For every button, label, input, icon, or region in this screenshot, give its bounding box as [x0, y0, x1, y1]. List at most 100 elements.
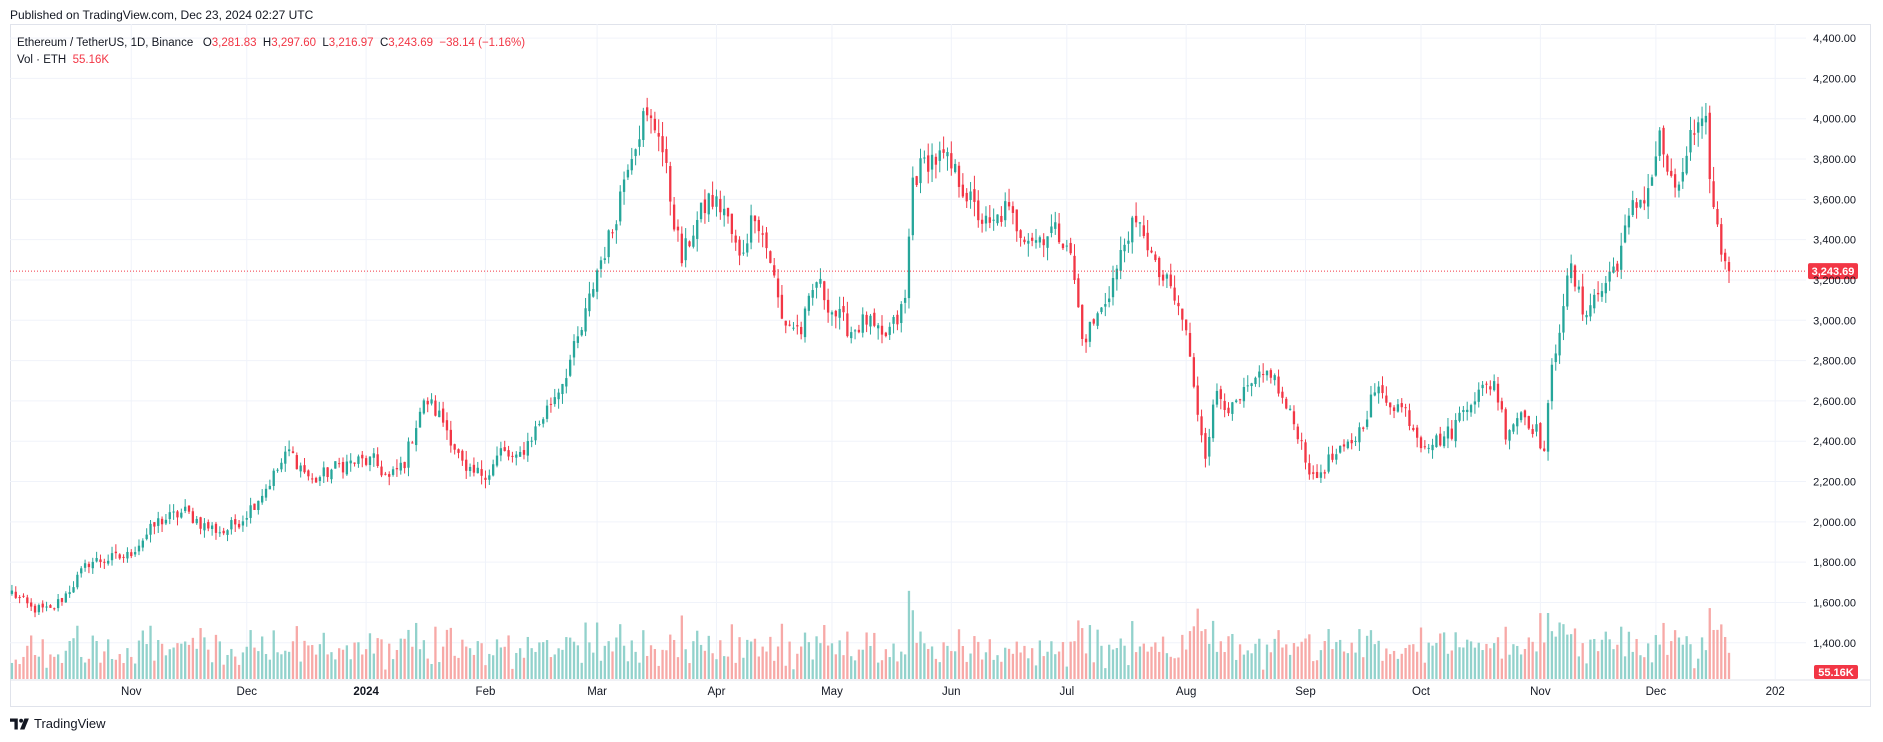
candle-body [1319, 472, 1323, 478]
volume-bar [511, 668, 514, 679]
volume-bar [515, 652, 518, 679]
volume-bar [291, 641, 295, 679]
candle-body [341, 462, 345, 473]
volume-bar [869, 645, 872, 679]
volume-bar [961, 645, 965, 679]
volume-bar [592, 652, 595, 679]
candle-body [484, 477, 487, 480]
candle-body [357, 456, 360, 464]
candle-body [1092, 319, 1095, 324]
candle-body [1169, 274, 1172, 287]
candle-body [869, 315, 872, 327]
candle-body [569, 359, 572, 376]
candle-body [1389, 402, 1392, 408]
volume-bar [122, 663, 125, 679]
volume-bar [1670, 641, 1673, 679]
volume-bar [1034, 665, 1038, 679]
volume-bar [1485, 643, 1488, 679]
candle-body [518, 451, 522, 457]
volume-bar [638, 662, 641, 679]
volume-bar [861, 649, 864, 679]
candle-body [1354, 440, 1357, 442]
candle-body [1196, 385, 1199, 415]
candle-body [1134, 215, 1138, 223]
volume-bar [137, 640, 141, 679]
candle-body [834, 310, 837, 317]
volume-bar [241, 652, 245, 679]
volume-bar [210, 662, 214, 679]
volume-bar [1469, 641, 1473, 679]
volume-bar [1454, 632, 1457, 679]
volume-bar [684, 649, 687, 679]
volume-bar [45, 667, 48, 679]
volume-bar [1716, 629, 1719, 679]
candle-body [218, 532, 221, 534]
volume-bar [76, 625, 79, 679]
candle-body [638, 139, 641, 147]
candle-body [1288, 408, 1292, 410]
candle-body [76, 574, 79, 588]
volume-bar [1412, 644, 1415, 679]
candle-body [187, 505, 191, 512]
volume-bar [1061, 642, 1065, 679]
candle-body [1346, 441, 1350, 449]
volume-label[interactable]: Vol · ETH [17, 54, 67, 66]
symbol-label[interactable]: Ethereum / TetherUS, 1D, Binance [17, 37, 194, 49]
y-tick-label: 1,400.00 [1813, 638, 1856, 650]
volume-bar [815, 636, 818, 679]
volume-bar [461, 639, 464, 679]
candle-body [1227, 407, 1230, 414]
volume-bar [877, 662, 880, 679]
candle-body [1204, 433, 1207, 459]
candle-body [191, 511, 195, 523]
volume-bar [1342, 651, 1346, 679]
volume-bar [853, 660, 857, 679]
volume-bar [607, 641, 610, 679]
candle-body [938, 150, 941, 161]
candle-body [992, 219, 995, 221]
candle-body [1442, 436, 1446, 447]
volume-bar [426, 658, 429, 679]
volume-bar [472, 654, 476, 679]
footer-brand[interactable]: TradingView [10, 716, 106, 731]
volume-bar [738, 637, 741, 679]
candle-body [688, 241, 691, 247]
volume-bar [1304, 638, 1307, 679]
volume-bar [287, 651, 291, 679]
volume-bar [838, 640, 841, 679]
volume-bar [1250, 653, 1253, 679]
price-chart[interactable]: 3,243.69 55.16K 1,400.00 1,600.00 1,800.00 2… [10, 24, 1871, 707]
volume-bar [37, 656, 41, 679]
candle-body [1654, 156, 1658, 176]
candle-body [946, 152, 949, 157]
volume-bar [1473, 647, 1477, 679]
volume-bar [1662, 622, 1665, 679]
candle-body [769, 251, 772, 263]
candle-body [561, 383, 564, 395]
volume-bar [619, 624, 622, 679]
candle-body [107, 560, 110, 564]
volume-bar [1339, 639, 1342, 679]
candle-body [322, 467, 325, 477]
candle-body [426, 400, 429, 405]
volume-bar [630, 640, 633, 679]
candle-body [1011, 206, 1015, 213]
x-tick-label: Nov [1530, 686, 1551, 698]
candle-body [37, 605, 41, 613]
candle-body [873, 312, 876, 326]
candle-body [1131, 217, 1134, 243]
volume-bar [634, 651, 637, 679]
candle-body [703, 199, 707, 214]
candle-body [1004, 201, 1007, 221]
volume-bar [1262, 669, 1265, 679]
candle-body [18, 597, 21, 599]
volume-bar [900, 651, 903, 679]
volume-bar [418, 649, 422, 679]
last-price-tag [1808, 263, 1858, 280]
volume-bar [1450, 650, 1453, 679]
close-value: 3,243.69 [388, 37, 434, 49]
candle-body [1720, 224, 1723, 255]
volume-bar [699, 644, 703, 679]
volume-bar [322, 632, 325, 679]
volume-bar [1092, 662, 1095, 679]
